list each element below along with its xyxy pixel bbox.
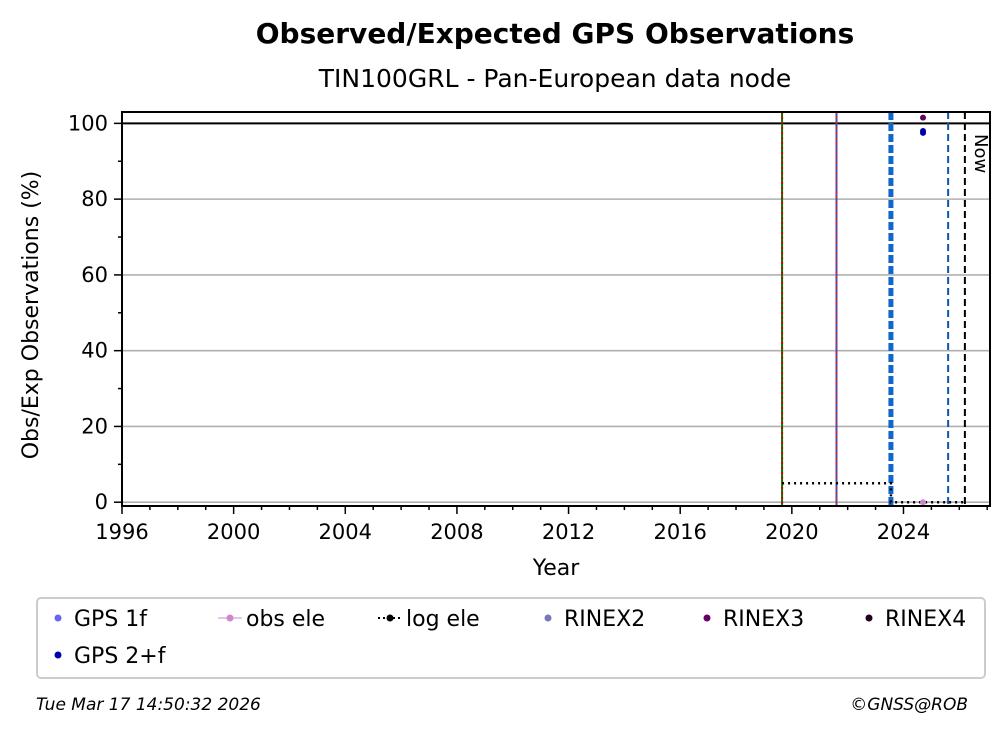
y-tick-label: 80: [81, 187, 108, 211]
legend-marker-gps-1f: [54, 614, 62, 622]
x-axis-label: Year: [532, 556, 581, 581]
y-tick-label: 0: [95, 490, 108, 514]
legend-marker-rinex2: [544, 614, 552, 622]
legend-label-rinex4: RINEX4: [885, 607, 966, 632]
legend-label-obs-ele: obs ele: [246, 607, 325, 632]
legend: GPS 1f obs ele log ele RINEX2 RINEX3 RINEX4 GP…: [36, 597, 986, 679]
series-log-ele: [782, 482, 965, 504]
y-tick-label: 100: [68, 111, 108, 135]
chart-subtitle: TIN100GRL - Pan-European data node: [318, 64, 791, 93]
legend-marker-rinex4: [865, 614, 873, 622]
legend-label-log-ele: log ele: [406, 607, 480, 632]
footer-credit: ©GNSS@ROB: [850, 695, 968, 715]
y-tick-label: 20: [81, 414, 108, 438]
x-tick-label: 2016: [653, 520, 706, 544]
x-tick-label: 2020: [765, 520, 818, 544]
legend-label-gps-2-f: GPS 2+f: [74, 644, 167, 669]
footer-timestamp: Tue Mar 17 14:50:32 2026: [36, 695, 261, 715]
y-tick-label: 40: [81, 339, 108, 363]
chart-title: Observed/Expected GPS Observations: [256, 17, 855, 50]
legend-label-gps-1f: GPS 1f: [74, 607, 148, 632]
legend-marker-gps-2-f: [54, 651, 62, 659]
legend-label-rinex3: RINEX3: [723, 607, 804, 632]
legend-label-rinex2: RINEX2: [564, 607, 645, 632]
legend-marker-rinex3: [703, 614, 711, 622]
point-rinex3: [920, 114, 927, 121]
x-tick-label: 2000: [207, 520, 260, 544]
plot-area: Now 1996 2000 2004 2008 2012 2016 2020 2024 0 20 40…: [68, 111, 991, 544]
legend-marker-obs-ele: [226, 614, 234, 622]
plot-frame: [121, 111, 991, 507]
now-label: Now: [970, 134, 991, 173]
x-tick-label: 2008: [430, 520, 483, 544]
y-tick-label: 60: [81, 263, 108, 287]
x-tick-label: 2024: [877, 520, 930, 544]
legend-box: [36, 597, 986, 679]
point-gps-2-f: [920, 129, 927, 136]
x-tick-label: 2004: [319, 520, 372, 544]
point-obs-ele: [920, 499, 927, 506]
y-axis-label: Obs/Exp Observations (%): [19, 171, 44, 460]
legend-marker-log-ele: [386, 614, 394, 622]
x-tick-label: 1996: [95, 520, 148, 544]
x-tick-label: 2012: [542, 520, 595, 544]
